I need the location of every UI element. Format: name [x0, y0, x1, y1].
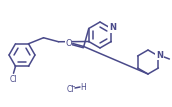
Text: Cl: Cl	[66, 85, 74, 94]
Text: Cl: Cl	[10, 75, 17, 84]
Text: −: −	[71, 83, 75, 88]
Text: N: N	[156, 51, 163, 59]
Text: O: O	[65, 39, 72, 48]
Text: H: H	[80, 82, 86, 91]
Text: N: N	[109, 23, 116, 32]
